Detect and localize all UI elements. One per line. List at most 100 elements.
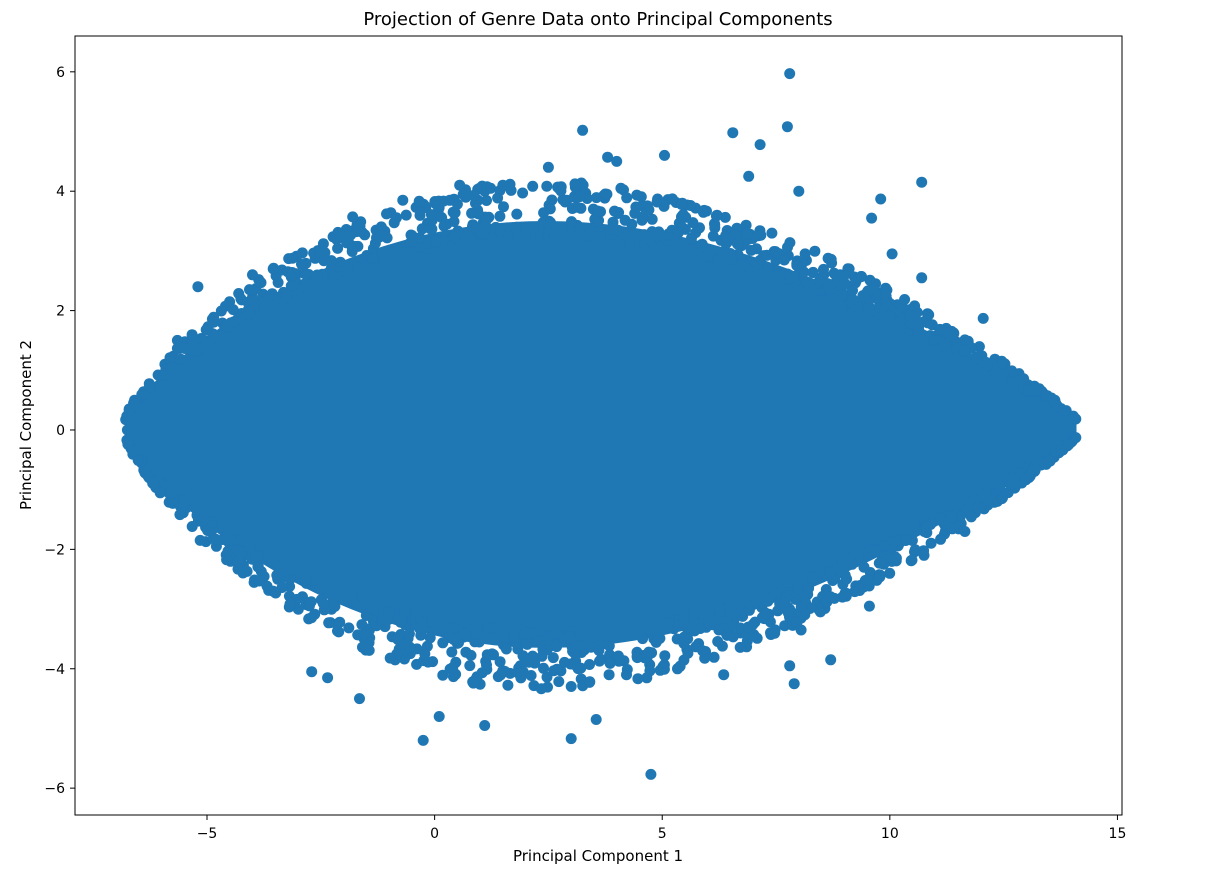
scatter-point bbox=[299, 574, 310, 586]
scatter-point bbox=[624, 237, 635, 249]
scatter-point bbox=[367, 615, 379, 627]
scatter-point bbox=[416, 223, 428, 235]
scatter-point bbox=[525, 670, 537, 681]
scatter-point bbox=[841, 573, 853, 585]
scatter-point bbox=[374, 231, 386, 243]
scatter-point bbox=[527, 180, 539, 192]
scatter-point bbox=[703, 604, 715, 616]
scatter-point bbox=[296, 258, 307, 270]
scatter-point bbox=[621, 669, 632, 681]
scatter-point bbox=[590, 714, 602, 725]
scatter-point bbox=[809, 245, 821, 257]
scatter-point bbox=[147, 477, 159, 489]
scatter-point bbox=[682, 243, 694, 255]
scatter-point bbox=[367, 252, 378, 264]
scatter-point bbox=[121, 424, 133, 436]
scatter-point bbox=[261, 580, 273, 592]
scatter-point bbox=[825, 253, 837, 265]
scatter-point bbox=[252, 560, 264, 572]
scatter-point bbox=[646, 213, 658, 225]
scatter-point bbox=[858, 561, 870, 573]
scatter-point bbox=[893, 318, 905, 330]
scatter-point bbox=[329, 600, 341, 612]
scatter-point bbox=[325, 255, 337, 267]
scatter-point bbox=[766, 227, 778, 239]
scatter-point bbox=[959, 526, 971, 537]
scatter-point bbox=[322, 672, 334, 684]
scatter-point bbox=[965, 511, 977, 523]
scatter-point bbox=[397, 194, 409, 206]
scatter-point bbox=[824, 566, 836, 578]
scatter-point bbox=[282, 266, 294, 278]
scatter-point bbox=[390, 212, 402, 224]
scatter-point bbox=[851, 301, 863, 313]
scatter-point bbox=[884, 567, 896, 579]
scatter-point bbox=[511, 638, 523, 649]
scatter-point bbox=[510, 221, 522, 233]
scatter-point bbox=[502, 230, 514, 242]
scatter-point bbox=[595, 653, 607, 665]
scatter-point bbox=[255, 277, 267, 289]
scatter-point bbox=[251, 550, 263, 562]
scatter-point bbox=[713, 624, 725, 636]
scatter-point bbox=[786, 272, 798, 284]
scatter-point bbox=[174, 509, 186, 521]
scatter-point bbox=[564, 632, 576, 644]
scatter-point bbox=[479, 720, 491, 731]
scatter-point bbox=[568, 658, 580, 670]
scatter-point bbox=[144, 379, 156, 391]
scatter-point bbox=[593, 215, 605, 226]
scatter-point bbox=[875, 557, 887, 569]
scatter-point bbox=[662, 618, 674, 630]
scatter-point bbox=[482, 622, 493, 634]
scatter-point bbox=[523, 656, 535, 668]
scatter-point bbox=[247, 269, 258, 281]
scatter-point bbox=[268, 262, 280, 274]
scatter-point bbox=[547, 652, 559, 664]
scatter-point bbox=[329, 271, 341, 283]
scatter-point bbox=[638, 229, 650, 241]
scatter-point bbox=[502, 679, 514, 691]
scatter-point bbox=[922, 317, 934, 329]
scatter-point bbox=[317, 597, 329, 609]
scatter-point bbox=[511, 208, 523, 220]
scatter-point bbox=[334, 616, 346, 628]
scatter-point bbox=[559, 196, 571, 208]
scatter-point bbox=[686, 232, 697, 244]
scatter-point bbox=[734, 641, 746, 653]
scatter-point bbox=[275, 562, 287, 574]
scatter-point bbox=[577, 124, 589, 136]
scatter-point bbox=[743, 170, 755, 182]
scatter-point bbox=[222, 545, 234, 557]
scatter-point bbox=[827, 575, 839, 586]
scatter-point bbox=[906, 554, 918, 566]
scatter-point bbox=[439, 218, 451, 230]
scatter-point bbox=[314, 247, 326, 259]
scatter-point bbox=[875, 193, 887, 205]
scatter-point bbox=[194, 534, 206, 546]
scatter-point bbox=[584, 659, 595, 670]
scatter-point bbox=[758, 613, 770, 625]
scatter-point bbox=[515, 672, 527, 684]
scatter-point bbox=[285, 280, 297, 292]
scatter-point bbox=[424, 632, 436, 644]
scatter-point bbox=[847, 285, 858, 296]
scatter-point bbox=[171, 334, 183, 346]
scatter-point bbox=[818, 263, 829, 275]
scatter-point bbox=[806, 571, 818, 583]
scatter-point bbox=[129, 398, 141, 410]
scatter-point bbox=[784, 68, 796, 80]
scatter-point bbox=[612, 650, 624, 662]
scatter-point bbox=[909, 300, 921, 312]
scatter-point bbox=[227, 304, 239, 316]
scatter-point bbox=[565, 225, 576, 237]
scatter-point bbox=[347, 211, 359, 223]
scatter-point bbox=[1070, 432, 1082, 444]
scatter-point bbox=[1010, 376, 1022, 388]
scatter-point bbox=[631, 189, 643, 201]
scatter-point bbox=[272, 277, 284, 288]
scatter-point bbox=[807, 267, 819, 279]
scatter-point bbox=[192, 281, 204, 293]
scatter-point bbox=[695, 240, 707, 252]
